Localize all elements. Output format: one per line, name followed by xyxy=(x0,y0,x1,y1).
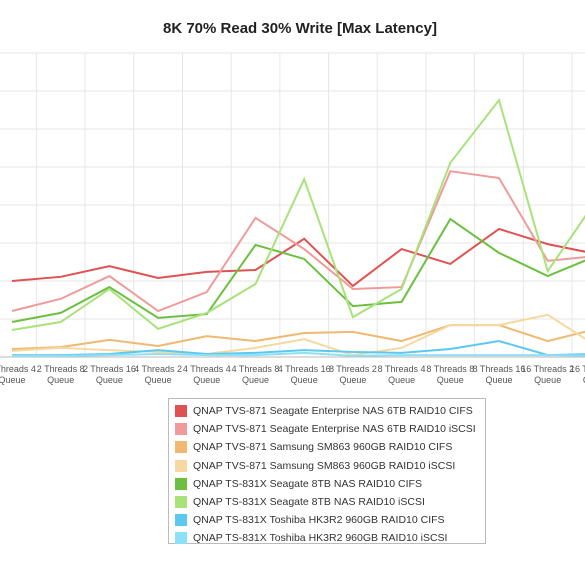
x-tick-label: 4 Threads 2 Queue xyxy=(134,364,183,385)
legend-item: QNAP TS-831X Toshiba HK3R2 960GB RAID10 … xyxy=(169,511,485,529)
x-tick-label: 2 Threads 16 Queue xyxy=(82,364,136,385)
legend-label: QNAP TS-831X Toshiba HK3R2 960GB RAID10 … xyxy=(193,532,448,545)
legend-item: QNAP TVS-871 Seagate Enterprise NAS 6TB … xyxy=(169,402,485,420)
x-tick-label: 4 Threads 4 Queue xyxy=(182,364,231,385)
x-tick-label: 16 Threads 2 Queue xyxy=(521,364,575,385)
chart-title: 8K 70% Read 30% Write [Max Latency] xyxy=(163,20,437,37)
series-line xyxy=(11,217,585,324)
legend: QNAP TVS-871 Seagate Enterprise NAS 6TB … xyxy=(168,398,486,547)
x-tick-label: 2 Threads 4 Queue xyxy=(0,364,36,385)
legend-swatch xyxy=(175,423,187,436)
legend-swatch xyxy=(175,532,187,545)
x-tick-label: 8 Threads 8 Queue xyxy=(426,364,475,385)
legend-label: QNAP TVS-871 Samsung SM863 960GB RAID10 … xyxy=(193,459,456,472)
series-line xyxy=(11,313,585,357)
legend-label: QNAP TS-831X Seagate 8TB NAS RAID10 CIFS xyxy=(193,477,422,490)
x-tick-label: 8 Threads 2 Queue xyxy=(328,364,377,385)
series-line xyxy=(11,324,585,351)
legend-swatch xyxy=(175,441,187,454)
legend-item: QNAP TVS-871 Samsung SM863 960GB RAID10 … xyxy=(169,438,485,456)
series-line xyxy=(11,227,585,288)
legend-item: QNAP TVS-871 Samsung SM863 960GB RAID10 … xyxy=(169,457,485,475)
series-line xyxy=(11,97,585,332)
x-tick-label: 4 Threads 8 Queue xyxy=(231,364,280,385)
legend-item: QNAP TS-831X Seagate 8TB NAS RAID10 CIFS xyxy=(169,475,485,493)
legend-label: QNAP TVS-871 Seagate Enterprise NAS 6TB … xyxy=(193,405,473,418)
x-tick-label: 2 Threads 8 Queue xyxy=(36,364,85,385)
series-line xyxy=(11,170,585,313)
legend-swatch xyxy=(175,477,187,490)
x-tick-label: 8 Threads 4 Queue xyxy=(377,364,426,385)
legend-swatch xyxy=(175,514,187,527)
legend-label: QNAP TVS-871 Seagate Enterprise NAS 6TB … xyxy=(193,423,476,436)
x-tick-label: 16 Threads 4 Queue xyxy=(569,364,585,385)
legend-label: QNAP TS-831X Seagate 8TB NAS RAID10 iSCS… xyxy=(193,496,425,509)
legend-item: QNAP TS-831X Toshiba HK3R2 960GB RAID10 … xyxy=(169,529,485,547)
x-tick-label: 4 Threads 16 Queue xyxy=(277,364,331,385)
legend-swatch xyxy=(175,459,187,472)
legend-item: QNAP TS-831X Seagate 8TB NAS RAID10 iSCS… xyxy=(169,493,485,511)
x-tick-label: 8 Threads 16 Queue xyxy=(472,364,526,385)
legend-label: QNAP TS-831X Toshiba HK3R2 960GB RAID10 … xyxy=(193,514,445,527)
series-line xyxy=(12,351,585,357)
legend-swatch xyxy=(175,405,187,418)
legend-item: QNAP TVS-871 Seagate Enterprise NAS 6TB … xyxy=(169,420,485,438)
series-line xyxy=(12,340,585,357)
legend-label: QNAP TVS-871 Samsung SM863 960GB RAID10 … xyxy=(193,441,453,454)
legend-swatch xyxy=(175,496,187,509)
